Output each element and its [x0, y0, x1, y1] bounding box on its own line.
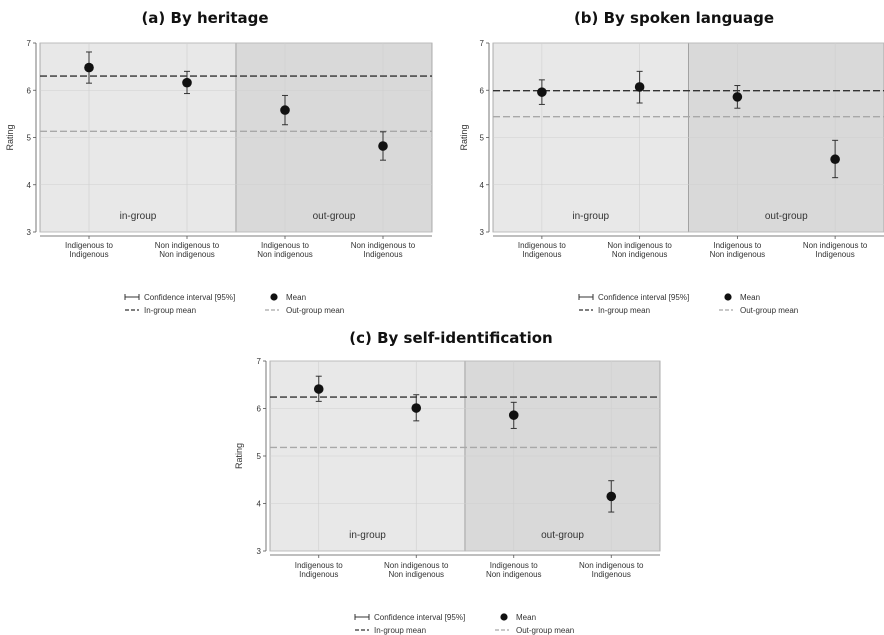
region-label-out-group: out-group	[765, 211, 808, 222]
mean-point	[313, 384, 324, 394]
y-tick-label: 7	[257, 357, 262, 366]
y-axis-title: Rating	[234, 443, 244, 469]
panel-title: (c) By self-identification	[349, 329, 552, 347]
y-tick-label: 6	[257, 405, 262, 414]
mean-point	[634, 82, 645, 92]
chart-panel-3: (c) By self-identification in-group out-gr…	[234, 329, 661, 635]
mean-point	[830, 154, 840, 165]
y-tick-label: 3	[257, 547, 262, 556]
legend-mean-symbol	[500, 613, 508, 621]
category-label: Indigenous to Indigenous	[295, 561, 344, 579]
legend-label-mean: Mean	[286, 293, 306, 302]
legend-label-out-group: Out-group mean	[286, 306, 344, 315]
chart-panel-1: (a) By heritage in-group out-group 3 4 5 6 7 Rat…	[5, 9, 433, 315]
legend-mean-symbol	[724, 293, 732, 301]
y-tick-label: 4	[27, 181, 32, 190]
category-label: Indigenous to Non indigenous	[486, 561, 542, 579]
legend-label-mean: Mean	[740, 293, 760, 302]
legend-label-out-group: Out-group mean	[740, 306, 798, 315]
panel-title: (b) By spoken language	[574, 9, 774, 27]
y-tick-label: 5	[27, 134, 32, 143]
y-tick-label: 6	[27, 86, 32, 95]
y-tick-label: 7	[27, 39, 32, 48]
region-label-out-group: out-group	[313, 211, 356, 222]
y-axis-title: Rating	[5, 124, 15, 150]
y-tick-label: 3	[480, 228, 485, 237]
mean-point	[182, 77, 192, 88]
y-axis-title: Rating	[459, 124, 469, 150]
region-label-in-group: in-group	[349, 530, 386, 541]
category-label: Indigenous to Indigenous	[518, 241, 567, 259]
category-label: Indigenous to Non indigenous	[710, 241, 766, 259]
category-label: Non indigenous to Indigenous	[579, 561, 644, 579]
chart-panel-2: (b) By spoken language in-group out-group 3…	[459, 9, 884, 315]
legend-label-ci: Confidence interval [95%]	[598, 293, 689, 302]
category-label: Indigenous to Indigenous	[65, 241, 114, 259]
region-label-in-group: in-group	[572, 211, 609, 222]
legend-label-in-group: In-group mean	[598, 306, 650, 315]
y-tick-label: 7	[480, 39, 485, 48]
category-label: Non indigenous to Non indigenous	[607, 241, 672, 259]
y-tick-label: 5	[480, 134, 485, 143]
mean-point	[84, 62, 94, 73]
category-label: Non indigenous to Indigenous	[351, 241, 416, 259]
y-tick-label: 5	[257, 452, 262, 461]
y-tick-label: 4	[257, 500, 262, 509]
legend-label-in-group: In-group mean	[374, 626, 426, 635]
region-label-out-group: out-group	[541, 530, 584, 541]
mean-point	[378, 141, 388, 151]
legend-mean-symbol	[270, 293, 278, 301]
category-label: Non indigenous to Non indigenous	[384, 561, 449, 579]
legend-label-ci: Confidence interval [95%]	[144, 293, 235, 302]
category-label: Indigenous to Non indigenous	[257, 241, 313, 259]
legend-label-ci: Confidence interval [95%]	[374, 613, 465, 622]
legend-label-out-group: Out-group mean	[516, 626, 574, 635]
mean-point	[508, 410, 519, 420]
category-label: Non indigenous to Indigenous	[803, 241, 868, 259]
mean-point	[732, 92, 743, 102]
y-tick-label: 3	[27, 228, 32, 237]
region-label-in-group: in-group	[120, 211, 157, 222]
legend-label-mean: Mean	[516, 613, 536, 622]
y-tick-label: 4	[480, 181, 485, 190]
mean-point	[411, 403, 422, 413]
legend-label-in-group: In-group mean	[144, 306, 196, 315]
mean-point	[280, 105, 290, 115]
mean-point	[606, 491, 617, 502]
mean-point	[537, 87, 547, 97]
category-label: Non indigenous to Non indigenous	[155, 241, 220, 259]
panel-title: (a) By heritage	[141, 9, 268, 27]
y-tick-label: 6	[480, 86, 485, 95]
